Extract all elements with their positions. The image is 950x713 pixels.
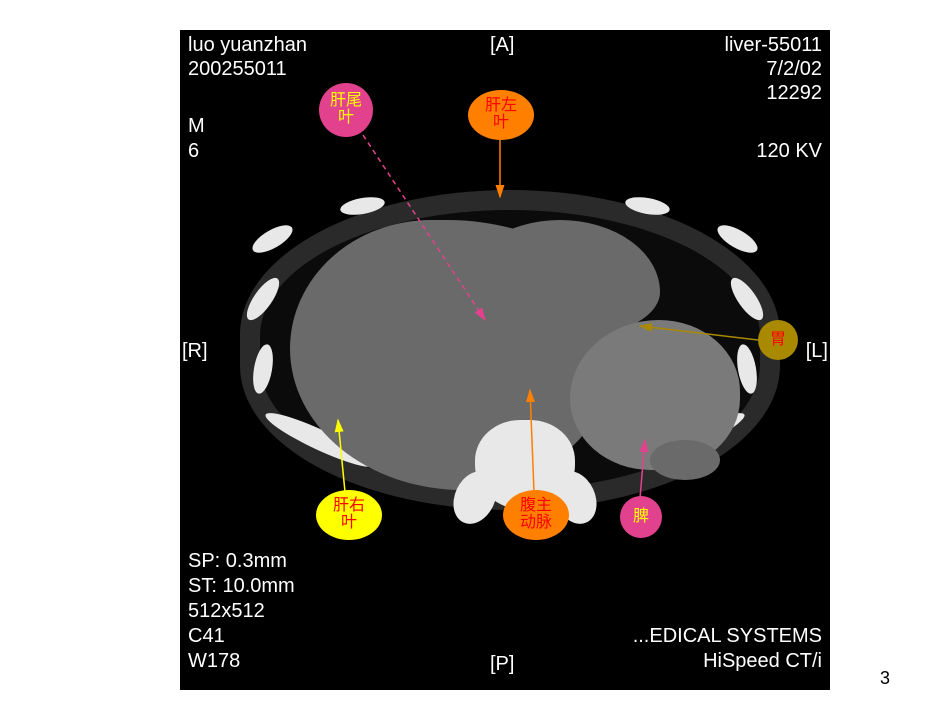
annotation-stomach: 胃 xyxy=(758,320,798,360)
patient-name: luo yuanzhan xyxy=(188,34,307,57)
patient-sex: M xyxy=(188,115,205,138)
orientation-left: [L] xyxy=(806,340,828,363)
study-number: 12292 xyxy=(766,82,822,105)
slice-position: SP: 0.3mm xyxy=(188,550,287,573)
page-number: 3 xyxy=(880,668,890,689)
spleen-region xyxy=(650,440,720,480)
window-center: C41 xyxy=(188,625,225,648)
matrix-size: 512x512 xyxy=(188,600,265,623)
orientation-bottom: [P] xyxy=(490,653,514,676)
study-name: liver-55011 xyxy=(725,34,822,57)
window-width: W178 xyxy=(188,650,240,673)
orientation-top: [A] xyxy=(490,34,514,57)
annotation-spleen: 脾 xyxy=(620,496,662,538)
patient-id: 200255011 xyxy=(188,58,287,81)
slice-thickness: ST: 10.0mm xyxy=(188,575,295,598)
annotation-aorta: 腹主 动脉 xyxy=(503,490,569,540)
stomach-region xyxy=(570,320,740,470)
annotation-caudate_lobe: 肝尾 叶 xyxy=(319,83,373,137)
study-date: 7/2/02 xyxy=(766,58,822,81)
annotation-right_lobe: 肝右 叶 xyxy=(316,490,382,540)
series-number: 6 xyxy=(188,140,199,163)
annotation-left_lobe: 肝左 叶 xyxy=(468,90,534,140)
ct-axial-slice xyxy=(220,160,790,540)
orientation-right: [R] xyxy=(182,340,208,363)
scanner-model: HiSpeed CT/i xyxy=(703,650,822,673)
manufacturer: ...EDICAL SYSTEMS xyxy=(633,625,822,648)
